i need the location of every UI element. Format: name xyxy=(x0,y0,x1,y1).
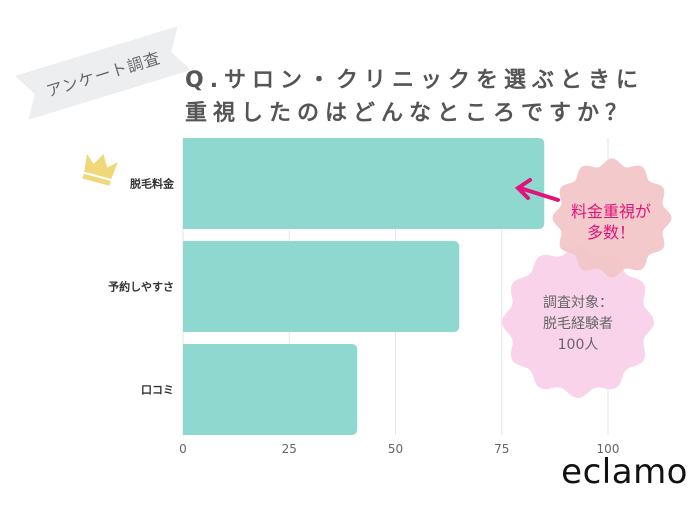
category-label: 口コミ xyxy=(141,384,174,397)
note-line-1: 調査対象： xyxy=(543,295,613,311)
x-tick-label: 75 xyxy=(494,442,509,456)
x-tick-label: 25 xyxy=(282,442,297,456)
arrow-left-icon xyxy=(514,178,560,202)
bar xyxy=(183,344,358,435)
category-label: 脱毛料金 xyxy=(130,177,175,191)
bar xyxy=(183,241,460,332)
callout-line-2: 多数！ xyxy=(587,223,635,242)
crown-icon xyxy=(82,153,118,186)
note-blob xyxy=(502,246,654,398)
callout-line-1: 料金重視が xyxy=(571,202,651,221)
bar xyxy=(183,138,545,229)
title-line-1: Q.サロン・クリニックを選ぶときに xyxy=(185,68,645,93)
x-tick-label: 100 xyxy=(597,442,620,456)
x-tick-label: 0 xyxy=(179,442,187,456)
x-tick-label: 50 xyxy=(388,442,403,456)
note-line-2: 脱毛経験者 xyxy=(543,316,613,332)
category-label: 予約しやすさ xyxy=(108,280,174,294)
note-line-3: 100人 xyxy=(558,337,599,353)
brand-logo: eclamo xyxy=(561,452,688,492)
title-line-2: 重視したのはどんなところですか？ xyxy=(185,101,634,126)
callout-blob xyxy=(552,158,672,278)
